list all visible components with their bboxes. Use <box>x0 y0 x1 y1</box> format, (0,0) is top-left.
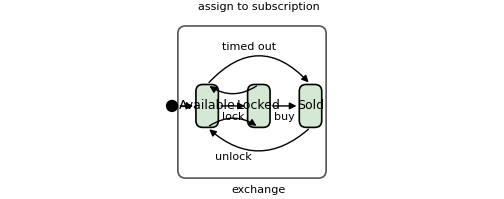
FancyBboxPatch shape <box>247 85 270 127</box>
Text: Available: Available <box>179 100 235 112</box>
Circle shape <box>166 100 177 111</box>
Text: timed out: timed out <box>222 42 276 52</box>
Text: Locked: Locked <box>237 100 281 112</box>
Text: lock: lock <box>222 112 244 122</box>
Text: exchange: exchange <box>232 185 286 195</box>
FancyBboxPatch shape <box>196 85 218 127</box>
Text: assign to subscription: assign to subscription <box>198 2 320 12</box>
Text: buy: buy <box>274 112 295 122</box>
Text: unlock: unlock <box>215 152 252 162</box>
Text: Sold: Sold <box>297 100 324 112</box>
FancyBboxPatch shape <box>299 85 322 127</box>
